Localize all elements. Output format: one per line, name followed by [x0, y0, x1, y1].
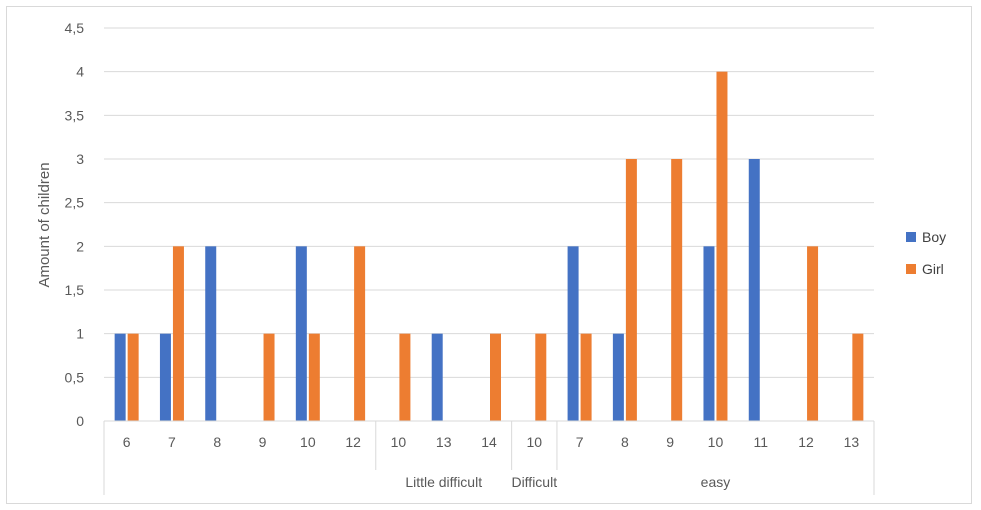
bar-boy — [205, 246, 217, 421]
x-tick-label: 8 — [621, 434, 629, 450]
bar-boy — [431, 333, 443, 421]
x-tick-label: 10 — [708, 434, 724, 450]
y-tick-label: 0 — [76, 413, 84, 429]
x-tick-label: 14 — [481, 434, 497, 450]
bar-girl — [399, 333, 411, 421]
bar-boy — [114, 333, 126, 421]
y-tick-label: 2 — [76, 238, 84, 254]
bar-boy — [159, 333, 171, 421]
x-group-label: Difficult — [511, 474, 557, 490]
bar-girl — [716, 71, 728, 422]
bar-boy — [567, 246, 579, 421]
bar-boy — [612, 333, 624, 421]
x-tick-label: 6 — [123, 434, 131, 450]
bar-boy — [295, 246, 307, 421]
x-tick-label: 8 — [213, 434, 221, 450]
bar-girl — [625, 159, 637, 421]
bar-girl — [580, 333, 592, 421]
bar-girl — [308, 333, 320, 421]
legend-swatch-girl — [906, 264, 916, 274]
x-group-label: Little difficult — [405, 474, 482, 490]
x-tick-label: 11 — [753, 434, 768, 450]
y-tick-label: 0,5 — [65, 369, 85, 385]
bar-girl — [852, 333, 864, 421]
x-tick-label: 7 — [576, 434, 584, 450]
y-tick-label: 1 — [76, 326, 84, 342]
legend-swatch-boy — [906, 232, 916, 242]
x-tick-label: 12 — [798, 434, 814, 450]
y-tick-label: 4,5 — [65, 20, 85, 36]
x-axis: 6 7 8 9 10 12 10 13 14 10 7 8 9 10 11 12 13 Little diffic… — [103, 420, 875, 495]
legend-label-boy: Boy — [922, 229, 946, 245]
y-axis-label: Amount of children — [36, 162, 53, 287]
bar-boy — [748, 159, 760, 421]
x-tick-label: 7 — [168, 434, 176, 450]
y-tick-label: 1,5 — [65, 282, 85, 298]
x-group-label: easy — [701, 474, 731, 490]
bar-girl — [127, 333, 139, 421]
gridlines — [104, 27, 874, 378]
bar-boy — [703, 246, 715, 421]
legend-label-girl: Girl — [922, 261, 944, 277]
y-tick-label: 3,5 — [65, 107, 85, 123]
bar-girl — [807, 246, 819, 421]
y-tick-label: 2,5 — [65, 195, 85, 211]
bar-girl — [172, 246, 184, 421]
x-tick-label: 9 — [666, 434, 674, 450]
x-tick-label: 10 — [391, 434, 407, 450]
x-tick-label: 10 — [527, 434, 543, 450]
bar-girl — [354, 246, 366, 421]
x-tick-label: 9 — [259, 434, 267, 450]
y-axis: 0 0,5 1 1,5 2 2,5 3 3,5 4 4,5 — [65, 20, 85, 429]
bar-girl — [263, 333, 275, 421]
y-tick-label: 4 — [76, 64, 84, 80]
bars — [114, 71, 864, 422]
x-tick-label: 10 — [300, 434, 316, 450]
x-tick-label: 13 — [844, 434, 860, 450]
bar-girl — [671, 159, 683, 421]
x-tick-label: 13 — [436, 434, 452, 450]
x-tick-label: 12 — [345, 434, 361, 450]
legend: Boy Girl — [906, 229, 946, 277]
bar-girl — [535, 333, 547, 421]
bar-girl — [490, 333, 501, 421]
y-tick-label: 3 — [76, 151, 84, 167]
